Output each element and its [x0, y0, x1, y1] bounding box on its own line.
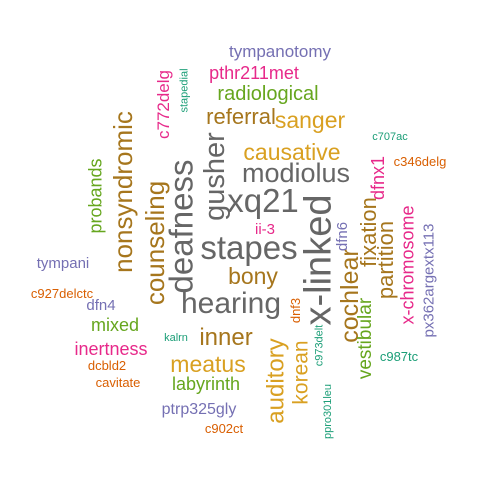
- word-kalrn: kalrn: [164, 331, 188, 344]
- word-radiological: radiological: [217, 83, 319, 105]
- word-dfn4: dfn4: [86, 296, 116, 314]
- word-causative: causative: [243, 138, 341, 165]
- word-x-chromosome: x-chromosome: [398, 205, 418, 325]
- word-referral: referral: [206, 104, 276, 129]
- word-auditory: auditory: [262, 338, 290, 424]
- word-x-linked: x-linked: [296, 194, 339, 326]
- word-pthr211met: pthr211met: [209, 63, 299, 83]
- word-dfnx1: dfnx1: [367, 155, 388, 201]
- word-meatus: meatus: [170, 350, 246, 377]
- word-c902ct: c902ct: [204, 420, 244, 436]
- word-dfn6: dfn6: [334, 221, 352, 251]
- word-ii-3: ii-3: [254, 220, 275, 238]
- word-tympani: tympani: [36, 254, 90, 272]
- word-cavitate: cavitate: [95, 374, 141, 390]
- word-gusher: gusher: [198, 131, 231, 221]
- word-tympanotomy: tympanotomy: [228, 41, 332, 61]
- word-sanger: sanger: [274, 106, 346, 133]
- word-c346delg: c346delg: [393, 153, 447, 169]
- word-hearing: hearing: [180, 287, 282, 320]
- word-bony: bony: [228, 262, 278, 289]
- word-counseling: counseling: [140, 180, 170, 306]
- word-c987tc: c987tc: [379, 348, 419, 364]
- word-dcbld2: dcbld2: [87, 357, 127, 373]
- word-mixed: mixed: [90, 315, 139, 335]
- word-c772delg: c772delg: [154, 69, 174, 139]
- word-dnf3: dnf3: [288, 297, 304, 323]
- word-c707ac: c707ac: [372, 130, 408, 143]
- word-vestibular: vestibular: [355, 297, 377, 379]
- word-c973delt: c973delt: [313, 324, 326, 366]
- word-ppro301leu: ppro301leu: [322, 383, 335, 439]
- word-inner: inner: [199, 324, 253, 351]
- word-xq21: xq21: [227, 181, 299, 219]
- word-modiolus: modiolus: [241, 157, 351, 188]
- word-ptrp325gly: ptrp325gly: [161, 401, 237, 418]
- word-inertness: inertness: [74, 339, 148, 359]
- word-nonsyndromic: nonsyndromic: [107, 111, 138, 273]
- word-px362argextx113: px362argextx113: [420, 223, 438, 337]
- word-probands: probands: [86, 158, 106, 234]
- word-stapedial: stapedial: [178, 67, 191, 113]
- word-korean: korean: [289, 339, 313, 405]
- word-c927delctc: c927delctc: [30, 285, 94, 301]
- word-partition: partition: [373, 220, 398, 300]
- word-labyrinth: labyrinth: [171, 374, 241, 394]
- word-stapes: stapes: [200, 228, 298, 266]
